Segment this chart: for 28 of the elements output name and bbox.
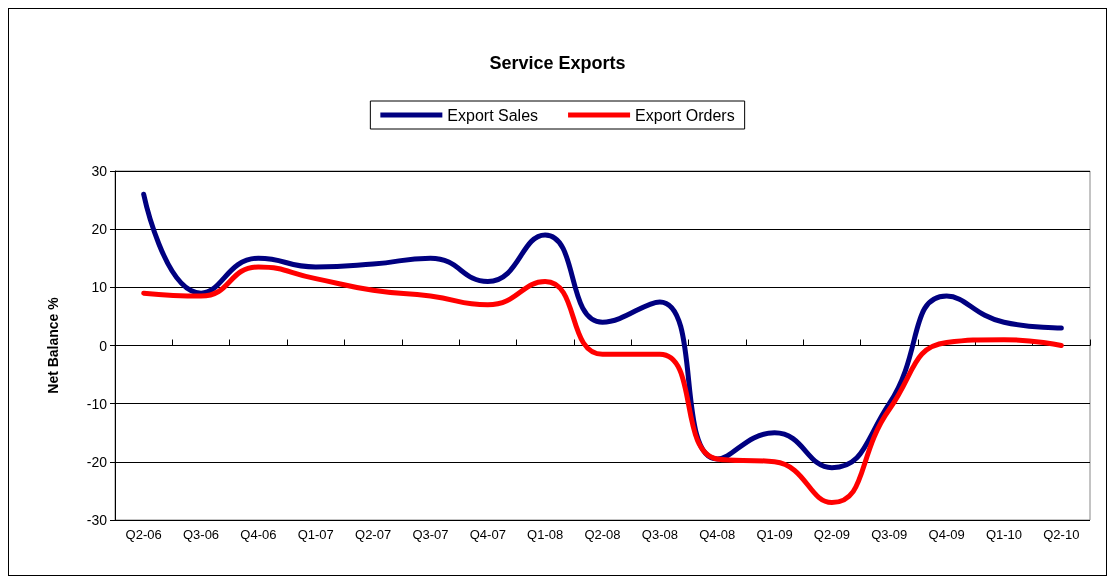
x-tick-label: Q4-07 [469,527,506,542]
x-tick-label: Q3-09 [871,527,908,542]
y-tick-label: -10 [86,395,108,412]
x-tick-label: Q3-07 [412,527,449,542]
y-tick-label: 30 [91,163,108,179]
x-tick-label: Q1-07 [297,527,334,542]
legend-label: Export Orders [635,106,735,124]
x-tick-label: Q4-06 [240,527,277,542]
x-tick-label: Q1-08 [527,527,564,542]
x-tick-label: Q4-09 [928,527,965,542]
y-tick-label: -20 [86,453,108,470]
x-tick-label: Q3-06 [182,527,220,542]
x-tick-label: Q2-06 [125,527,162,542]
x-tick-label: Q1-10 [985,527,1023,542]
chart-title: Service Exports [489,53,626,73]
y-tick-label: -30 [86,512,108,528]
y-tick-label: 0 [99,337,108,354]
y-tick-label: 20 [91,221,108,238]
legend-label: Export Sales [447,106,539,124]
x-tick-label: Q4-08 [699,527,736,542]
x-tick-label: Q2-08 [584,527,621,542]
x-tick-label: Q1-09 [756,527,793,542]
x-tick-label: Q2-10 [1043,527,1080,542]
y-tick-label: 10 [91,279,108,296]
x-tick-label: Q2-09 [813,527,850,542]
y-axis-title: Net Balance % [45,296,61,394]
x-tick-label: Q3-08 [641,527,678,542]
x-tick-label: Q2-07 [355,527,392,542]
